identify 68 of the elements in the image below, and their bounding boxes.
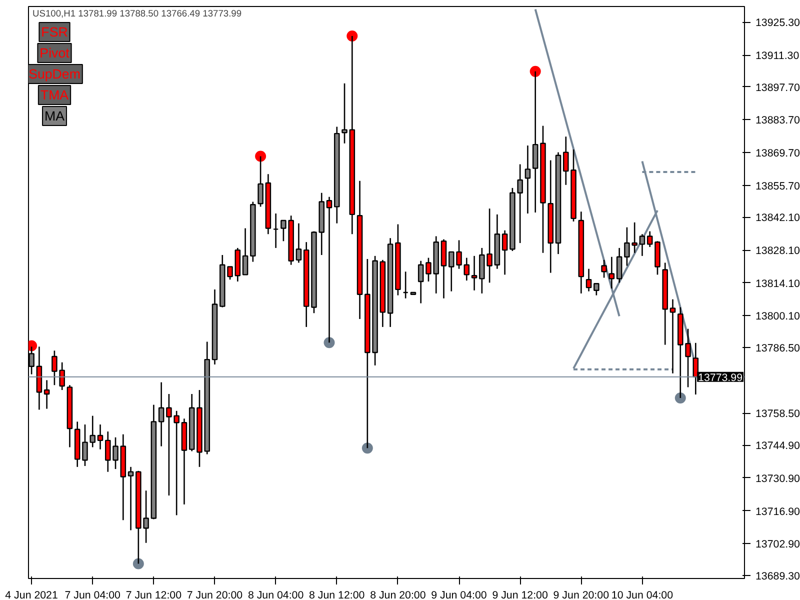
candlestick: [524, 144, 531, 214]
x-tick-label: 7 Jun 12:00: [126, 590, 182, 600]
candlestick: [97, 424, 104, 450]
y-tick-label: 13828.10: [756, 245, 800, 258]
candlestick: [296, 222, 302, 264]
x-tick-label: 9 Jun 20:00: [553, 590, 610, 600]
annotation: TMA: [40, 88, 69, 102]
x-tick-label: 8 Jun 12:00: [309, 590, 365, 600]
candlestick: [670, 298, 676, 374]
candlestick: [326, 196, 332, 344]
candlestick: [342, 82, 348, 144]
candlestick: [258, 156, 264, 208]
y-tick-label: 13897.70: [756, 82, 800, 94]
candlestick: [158, 382, 164, 447]
point: [362, 442, 373, 454]
candlestick: [502, 230, 508, 276]
y-tick-label: 13744.90: [756, 440, 800, 452]
candlestick: [608, 256, 615, 290]
y-tick-label: 13855.70: [756, 180, 800, 192]
candlestick: [639, 233, 646, 257]
annotation: FSR: [41, 24, 68, 40]
y-tick-label: 13814.10: [756, 278, 800, 290]
x-tick-label: 8 Jun 04:00: [248, 590, 304, 600]
candlestick: [601, 259, 607, 278]
candlestick: [532, 70, 538, 214]
y-tick-label: 13911.30: [756, 50, 800, 62]
y-tick-label: 13883.70: [756, 114, 800, 127]
x-tick-label: 10 Jun 04:00: [611, 590, 674, 600]
x-tick-label: 7 Jun 04:00: [64, 590, 121, 600]
y-tick-label: 13786.50: [756, 342, 800, 355]
point: [255, 150, 266, 162]
y-tick-label: 13842.10: [756, 212, 800, 224]
y-tick-label: 13730.90: [756, 472, 800, 485]
x-tick-label: 8 Jun 20:00: [370, 590, 426, 600]
x-tick-label: 9 Jun 04:00: [431, 590, 487, 600]
candlestick: [128, 466, 134, 531]
candlestick: [464, 257, 470, 282]
y-tick-label: 13716.90: [756, 506, 800, 518]
candlestick: [272, 212, 279, 249]
annotation: Pivot: [40, 46, 70, 60]
x-tick-label: 7 Jun 20:00: [186, 590, 243, 600]
chart-title: US100,H1 13781.99 13788.50 13766.49 13773.99: [32, 8, 242, 18]
annotation: SupDem: [28, 66, 80, 82]
candlestick: [402, 270, 408, 300]
candlestick: [471, 255, 478, 292]
y-tick-label: 13702.90: [756, 538, 800, 551]
point: [530, 66, 541, 77]
point: [674, 392, 686, 404]
candlestick: [517, 164, 523, 244]
y-tick-label: 13800.10: [756, 310, 800, 323]
point: [132, 558, 144, 570]
candlestick: [242, 228, 248, 276]
candlestick: [594, 282, 600, 296]
y-tick-label: 13689.30: [756, 570, 800, 582]
candlestick: [418, 260, 424, 304]
y-tick-label: 13925.30: [756, 17, 800, 30]
y-tick-label: 13869.70: [756, 148, 800, 160]
annotation: MA: [44, 108, 65, 124]
y-tick-label: 13758.50: [756, 408, 800, 420]
x-tick-label: 9 Jun 12:00: [492, 590, 548, 600]
point: [346, 30, 358, 42]
candlestick: [44, 380, 50, 410]
candlestick: [646, 230, 653, 248]
x-tick-label: 4 Jun 2021: [5, 590, 58, 600]
point: [324, 337, 335, 348]
candlestick: [616, 247, 622, 284]
ref-line-label: 13773.99: [698, 372, 743, 384]
candlestick: [586, 268, 592, 292]
